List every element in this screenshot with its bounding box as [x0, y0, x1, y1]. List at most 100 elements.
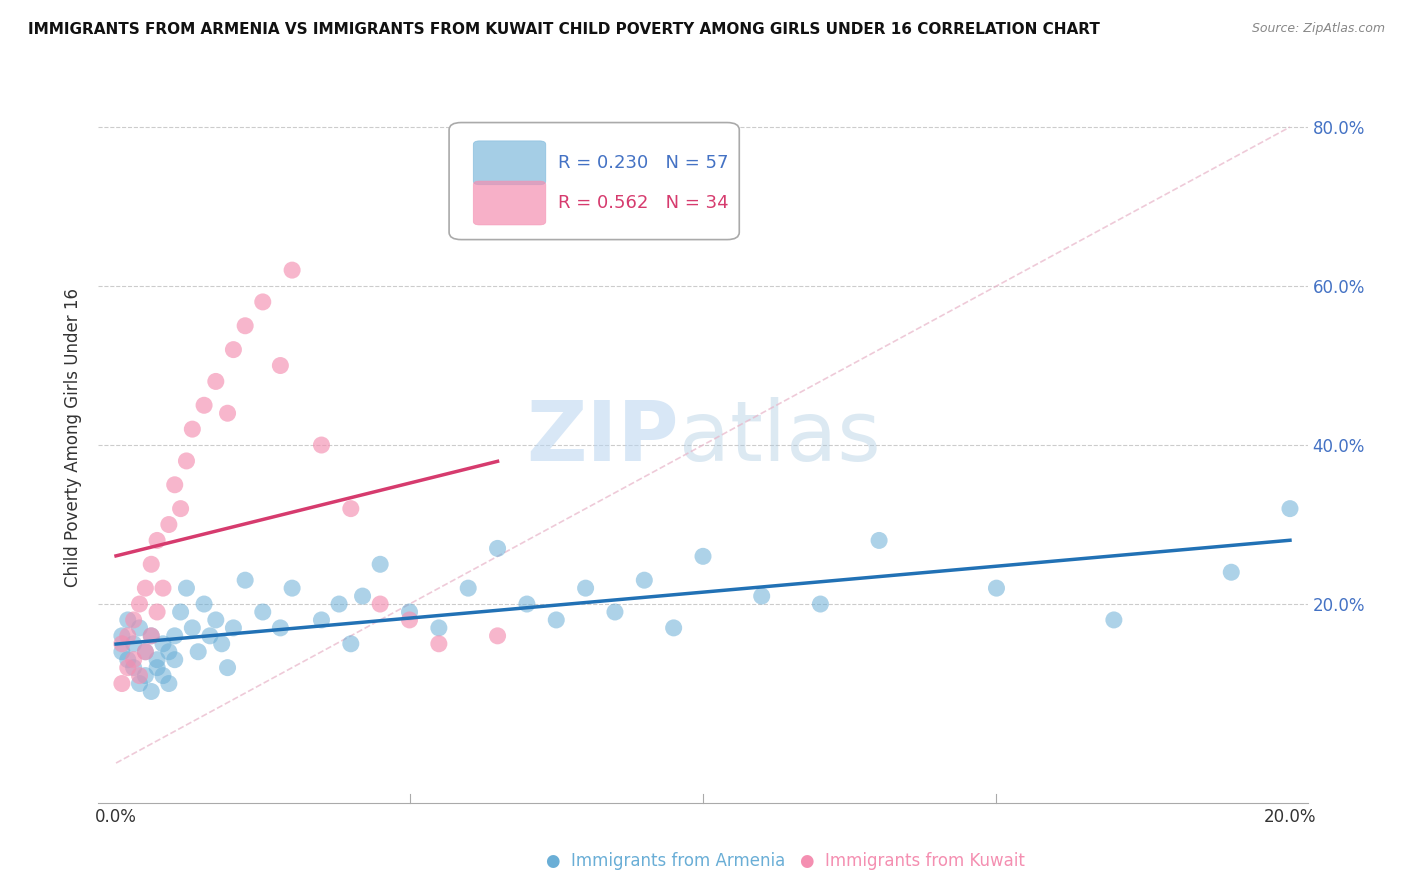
Point	[146, 533, 169, 548]
Point	[187, 645, 209, 659]
Point	[281, 581, 304, 595]
Point	[146, 605, 169, 619]
Point	[141, 629, 163, 643]
Point	[111, 676, 134, 690]
Text: IMMIGRANTS FROM ARMENIA VS IMMIGRANTS FROM KUWAIT CHILD POVERTY AMONG GIRLS UNDE: IMMIGRANTS FROM ARMENIA VS IMMIGRANTS FR…	[28, 22, 1099, 37]
Text: atlas: atlas	[679, 397, 880, 477]
Point	[169, 501, 191, 516]
Point	[163, 653, 186, 667]
Point	[457, 581, 479, 595]
Point	[311, 613, 333, 627]
Point	[134, 645, 156, 659]
Point	[211, 637, 233, 651]
Point	[222, 621, 245, 635]
Point	[128, 621, 150, 635]
Point	[176, 454, 198, 468]
Point	[398, 605, 420, 619]
Point	[1220, 566, 1243, 580]
Point	[122, 613, 145, 627]
Point	[128, 676, 150, 690]
Point	[516, 597, 538, 611]
Point	[117, 629, 139, 643]
Point	[368, 597, 391, 611]
Point	[204, 375, 226, 389]
Point	[198, 629, 221, 643]
Point	[486, 629, 509, 643]
Point	[868, 533, 890, 548]
Point	[486, 541, 509, 556]
Point	[152, 668, 174, 682]
Point	[1278, 501, 1301, 516]
Point	[1102, 613, 1125, 627]
Point	[328, 597, 350, 611]
Point	[128, 597, 150, 611]
Point	[146, 653, 169, 667]
Point	[252, 605, 274, 619]
Point	[193, 597, 215, 611]
Point	[269, 621, 291, 635]
Point	[269, 359, 291, 373]
Text: ●  Immigrants from Kuwait: ● Immigrants from Kuwait	[800, 853, 1025, 871]
Point	[152, 637, 174, 651]
Point	[193, 398, 215, 412]
Point	[157, 517, 180, 532]
Point	[176, 581, 198, 595]
Text: R = 0.230   N = 57: R = 0.230 N = 57	[558, 153, 728, 172]
Point	[122, 653, 145, 667]
Point	[117, 653, 139, 667]
Point	[368, 558, 391, 572]
Point	[692, 549, 714, 564]
Point	[340, 501, 363, 516]
Point	[134, 645, 156, 659]
Point	[122, 637, 145, 651]
Point	[163, 629, 186, 643]
Point	[128, 668, 150, 682]
Point	[311, 438, 333, 452]
Point	[662, 621, 685, 635]
Point	[222, 343, 245, 357]
Point	[141, 629, 163, 643]
Point	[233, 573, 256, 587]
Point	[217, 406, 239, 420]
Point	[181, 621, 204, 635]
Point	[204, 613, 226, 627]
Point	[352, 589, 374, 603]
Point	[281, 263, 304, 277]
Point	[141, 558, 163, 572]
Point	[340, 637, 363, 651]
Point	[575, 581, 598, 595]
Point	[751, 589, 773, 603]
Point	[152, 581, 174, 595]
Point	[157, 645, 180, 659]
Point	[111, 637, 134, 651]
Point	[181, 422, 204, 436]
Point	[157, 676, 180, 690]
Point	[808, 597, 831, 611]
Point	[134, 581, 156, 595]
Point	[146, 660, 169, 674]
Point	[252, 294, 274, 309]
Text: R = 0.562   N = 34: R = 0.562 N = 34	[558, 194, 728, 212]
Point	[169, 605, 191, 619]
FancyBboxPatch shape	[449, 122, 740, 240]
Point	[163, 477, 186, 491]
Point	[603, 605, 626, 619]
Text: ●  Immigrants from Armenia: ● Immigrants from Armenia	[546, 853, 785, 871]
Point	[141, 684, 163, 698]
FancyBboxPatch shape	[474, 141, 546, 185]
Point	[111, 629, 134, 643]
Y-axis label: Child Poverty Among Girls Under 16: Child Poverty Among Girls Under 16	[65, 287, 83, 587]
Text: ZIP: ZIP	[526, 397, 679, 477]
Point	[217, 660, 239, 674]
Point	[111, 645, 134, 659]
Point	[117, 613, 139, 627]
Text: Source: ZipAtlas.com: Source: ZipAtlas.com	[1251, 22, 1385, 36]
Point	[134, 668, 156, 682]
Point	[233, 318, 256, 333]
Point	[546, 613, 568, 627]
Point	[122, 660, 145, 674]
Point	[633, 573, 655, 587]
FancyBboxPatch shape	[474, 181, 546, 225]
Point	[986, 581, 1008, 595]
Point	[427, 621, 450, 635]
